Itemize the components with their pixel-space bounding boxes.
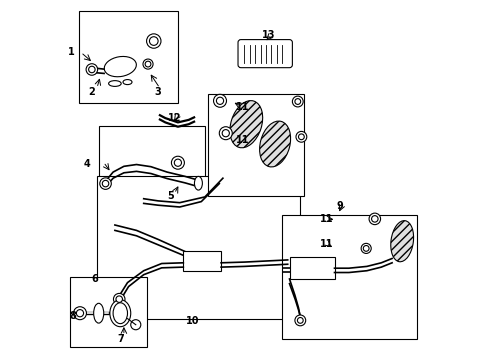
Ellipse shape xyxy=(94,303,103,323)
Bar xyxy=(183,251,221,271)
Circle shape xyxy=(113,293,125,305)
Text: 13: 13 xyxy=(262,30,275,40)
Circle shape xyxy=(216,97,223,104)
Circle shape xyxy=(102,180,108,187)
Circle shape xyxy=(295,131,306,142)
Circle shape xyxy=(146,34,161,48)
Circle shape xyxy=(149,37,158,45)
Ellipse shape xyxy=(123,80,132,85)
Circle shape xyxy=(86,64,98,75)
Circle shape xyxy=(76,310,83,317)
Text: 11: 11 xyxy=(236,102,249,112)
Circle shape xyxy=(213,94,226,107)
Text: 3: 3 xyxy=(154,87,161,97)
Circle shape xyxy=(145,61,151,67)
Text: 9: 9 xyxy=(336,201,343,211)
Bar xyxy=(79,11,178,103)
Ellipse shape xyxy=(259,121,290,167)
Circle shape xyxy=(298,134,304,140)
Bar xyxy=(241,42,289,65)
Circle shape xyxy=(219,127,232,140)
Text: 6: 6 xyxy=(92,274,98,284)
Ellipse shape xyxy=(113,303,127,324)
Bar xyxy=(289,257,334,279)
Ellipse shape xyxy=(108,81,121,86)
Ellipse shape xyxy=(194,176,202,190)
Circle shape xyxy=(294,99,300,104)
Circle shape xyxy=(116,296,122,302)
Text: 10: 10 xyxy=(185,316,199,326)
Circle shape xyxy=(297,318,303,323)
Circle shape xyxy=(100,178,111,189)
Text: 11: 11 xyxy=(319,239,333,249)
Circle shape xyxy=(130,320,141,330)
Ellipse shape xyxy=(110,300,130,327)
Bar xyxy=(99,126,204,203)
Circle shape xyxy=(222,130,229,137)
Bar xyxy=(208,94,303,196)
Circle shape xyxy=(142,59,153,69)
Text: 11: 11 xyxy=(319,214,333,224)
Ellipse shape xyxy=(390,221,413,262)
Ellipse shape xyxy=(104,57,136,77)
Circle shape xyxy=(363,246,368,251)
Circle shape xyxy=(174,159,181,166)
Text: 11: 11 xyxy=(236,135,249,145)
Circle shape xyxy=(88,66,95,73)
Circle shape xyxy=(294,315,305,326)
Circle shape xyxy=(292,96,303,107)
Bar xyxy=(97,176,300,319)
Text: 1: 1 xyxy=(68,47,75,57)
Circle shape xyxy=(73,307,86,320)
Text: 2: 2 xyxy=(88,87,95,97)
Text: 5: 5 xyxy=(167,191,174,201)
Bar xyxy=(70,277,147,347)
Ellipse shape xyxy=(229,100,262,148)
Text: 12: 12 xyxy=(167,113,181,123)
Circle shape xyxy=(371,216,377,222)
Bar xyxy=(282,215,416,339)
Circle shape xyxy=(361,243,370,253)
FancyBboxPatch shape xyxy=(238,40,292,68)
Circle shape xyxy=(368,213,380,225)
Text: 4: 4 xyxy=(83,159,90,169)
Text: 7: 7 xyxy=(117,334,123,344)
Text: 8: 8 xyxy=(69,311,76,321)
Circle shape xyxy=(171,156,184,169)
